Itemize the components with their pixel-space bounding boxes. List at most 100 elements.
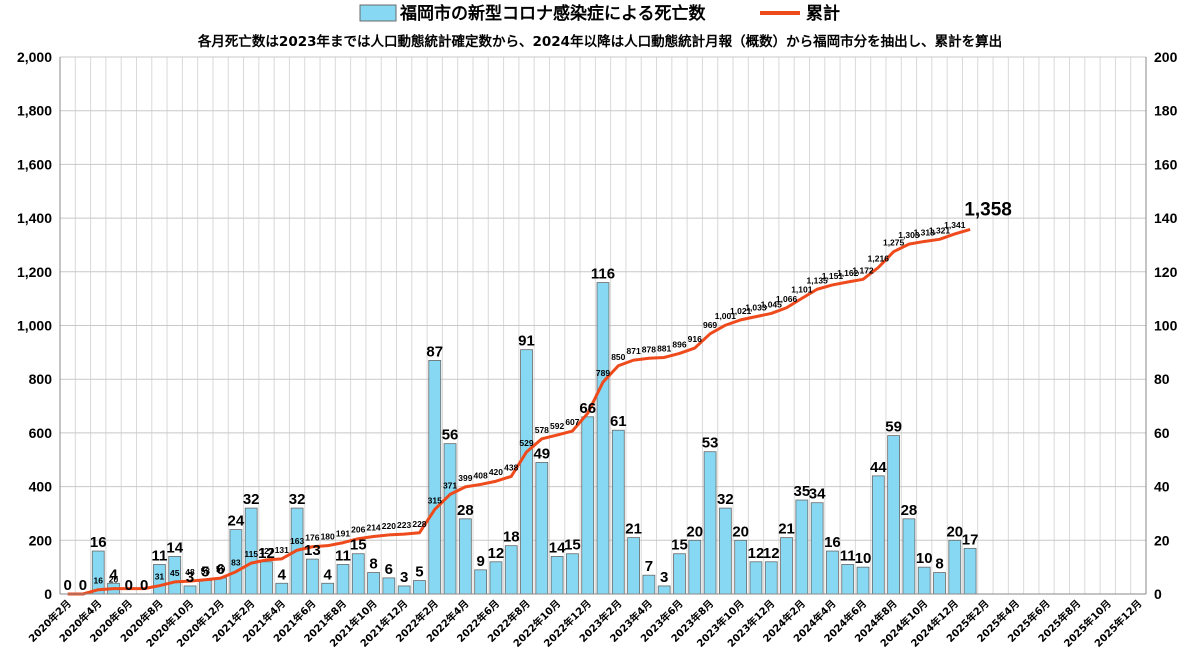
cumulative-value-label: 206 <box>351 525 365 535</box>
bar <box>550 556 564 595</box>
cumulative-value-label: 127 <box>259 546 273 556</box>
bar-value-label: 53 <box>702 435 719 452</box>
bar-value-label: 61 <box>610 413 627 430</box>
cumulative-value-label: 896 <box>672 339 686 349</box>
bar <box>611 429 625 595</box>
bar <box>688 539 702 595</box>
right-axis-tick-label: 120 <box>1154 264 1178 280</box>
right-axis-tick-label: 80 <box>1154 371 1170 387</box>
bar-series <box>91 282 977 595</box>
bar-value-label: 66 <box>579 400 596 417</box>
bar <box>703 451 717 595</box>
right-axis-tick-label: 0 <box>1154 586 1162 602</box>
right-axis-tick-label: 40 <box>1154 479 1170 495</box>
bar-value-label: 12 <box>748 545 765 562</box>
bar-value-label: 21 <box>625 521 642 538</box>
cumulative-value-label: 878 <box>642 344 656 354</box>
cumulative-value-label: 1,341 <box>944 220 966 230</box>
cumulative-value-label: 1,162 <box>837 268 859 278</box>
right-axis-tick-label: 200 <box>1154 49 1178 65</box>
right-axis-tick-label: 160 <box>1154 156 1178 172</box>
bar-value-label: 15 <box>564 537 581 554</box>
cumulative-value-label: 191 <box>336 529 350 539</box>
bar-value-label: 11 <box>335 547 351 564</box>
left-axis-tick-label: 600 <box>29 425 53 441</box>
bar-value-label: 32 <box>289 491 306 508</box>
bar <box>948 539 962 595</box>
bar-value-label: 16 <box>90 534 107 551</box>
bar-value-label: 11 <box>840 547 856 564</box>
bar-value-label: 4 <box>324 566 333 583</box>
left-axis-tick-label: 1,400 <box>17 210 52 226</box>
cumulative-value-label: 1,358 <box>964 199 1012 220</box>
cumulative-value-label: 20 <box>109 575 119 585</box>
bar <box>535 462 549 595</box>
cumulative-value-label: 1,001 <box>715 311 737 321</box>
cumulative-value-label: 180 <box>321 532 335 542</box>
bar-value-label: 32 <box>717 491 734 508</box>
bar-value-label: 20 <box>732 523 749 540</box>
bar <box>673 553 686 595</box>
bar-value-label: 28 <box>901 502 918 519</box>
bar-value-label: 10 <box>916 550 933 567</box>
bar <box>474 569 487 595</box>
bar <box>657 585 671 595</box>
cumulative-value-label: 1,101 <box>791 284 813 294</box>
bar-value-label: 5 <box>201 564 209 581</box>
cumulative-value-label: 315 <box>428 495 442 505</box>
bar <box>183 585 197 595</box>
bar <box>566 553 579 595</box>
cumulative-value-label: 115 <box>244 549 258 559</box>
bar-value-label: 0 <box>140 577 148 594</box>
bar-value-label: 0 <box>79 577 87 594</box>
bar-value-label: 116 <box>591 266 615 283</box>
cumulative-value-label: 1,045 <box>761 299 783 309</box>
cumulative-value-label: 592 <box>550 421 564 431</box>
bar <box>917 566 931 595</box>
bar <box>719 507 732 595</box>
left-axis-tick-label: 1,200 <box>17 264 52 280</box>
bar-value-label: 3 <box>400 569 408 586</box>
bar-value-label: 12 <box>488 545 505 562</box>
bar <box>734 539 748 595</box>
cumulative-value-label: 1,021 <box>730 306 752 316</box>
cumulative-value-label: 16 <box>94 576 104 586</box>
cumulative-value-label: 1,172 <box>852 265 874 275</box>
bar <box>764 561 778 595</box>
bar-value-label: 87 <box>426 343 443 360</box>
cumulative-value-label: 59 <box>216 564 226 574</box>
left-axis-tick-label: 2,000 <box>17 49 52 65</box>
bar <box>321 582 335 595</box>
bar-value-label: 14 <box>549 539 566 556</box>
bar-value-label: 56 <box>442 427 459 444</box>
cumulative-value-label: 163 <box>290 536 304 546</box>
bar-value-label: 6 <box>216 561 224 578</box>
right-axis-tick-label: 100 <box>1154 318 1178 334</box>
bar <box>489 561 503 595</box>
bar <box>810 502 824 595</box>
left-axis-tick-label: 1,800 <box>17 103 52 119</box>
bar-value-label: 13 <box>304 542 321 559</box>
cumulative-value-label: 1,033 <box>745 303 767 313</box>
cumulative-value-label: 1,303 <box>898 230 920 240</box>
cumulative-value-label: 31 <box>155 572 165 582</box>
cumulative-value-label: 48 <box>185 567 195 577</box>
bar <box>443 443 457 595</box>
bar <box>413 580 426 595</box>
bar <box>275 582 289 595</box>
bar <box>780 537 793 595</box>
cumulative-value-label: 916 <box>688 334 702 344</box>
bar-value-label: 6 <box>385 561 393 578</box>
cumulative-line-series <box>67 227 971 596</box>
bar <box>260 561 273 595</box>
right-axis-tick-label: 180 <box>1154 103 1178 119</box>
bar-value-label: 32 <box>243 491 260 508</box>
cumulative-value-label: 83 <box>231 558 241 568</box>
cumulative-value-label: 1,275 <box>883 238 905 248</box>
bar-value-label: 21 <box>778 521 795 538</box>
bar-value-label: 4 <box>278 566 287 583</box>
bar-value-label: 5 <box>415 564 423 581</box>
cumulative-value-label: 131 <box>275 545 289 555</box>
